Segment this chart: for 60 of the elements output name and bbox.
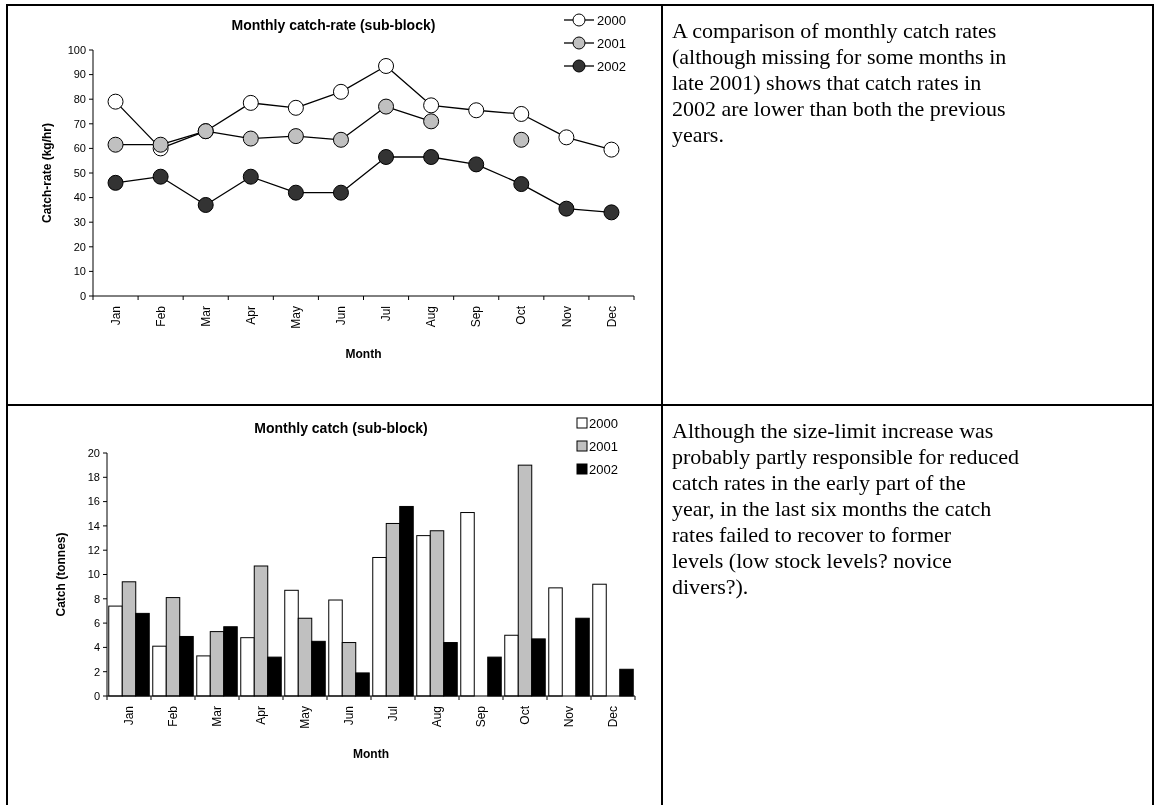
x-axis-title: Month bbox=[353, 747, 389, 761]
x-tick-label: Feb bbox=[153, 305, 168, 327]
y-tick-label: 20 bbox=[73, 240, 86, 253]
x-tick-label: Apr bbox=[254, 706, 269, 725]
y-tick-label: 60 bbox=[73, 142, 86, 155]
chart-title: Monthly catch-rate (sub-block) bbox=[231, 17, 436, 33]
x-tick-label: Sep bbox=[469, 305, 484, 328]
y-tick-label: 50 bbox=[73, 166, 86, 179]
legend-label: 2000 bbox=[597, 12, 626, 28]
x-tick-label: May bbox=[298, 706, 313, 729]
y-tick-label: 90 bbox=[73, 68, 86, 81]
x-tick-label: Apr bbox=[243, 306, 258, 325]
y-tick-label: 70 bbox=[73, 117, 86, 130]
y-tick-label: 0 bbox=[79, 289, 86, 302]
x-tick-label: Mar bbox=[210, 706, 225, 727]
x-tick-label: Oct bbox=[514, 305, 529, 325]
y-tick-label: 30 bbox=[73, 216, 86, 229]
y-tick-label: 18 bbox=[87, 471, 100, 484]
x-tick-label: Oct bbox=[518, 705, 533, 725]
x-tick-label: Jan bbox=[108, 306, 123, 326]
x-tick-label: Mar bbox=[198, 306, 213, 327]
x-tick-label: Jun bbox=[334, 306, 349, 326]
x-tick-label: Dec bbox=[606, 706, 621, 728]
x-tick-label: Nov bbox=[559, 306, 574, 328]
chart-title: Monthly catch (sub-block) bbox=[254, 420, 428, 436]
text: Although the size-limit increase was probably partly responsible for reduced catch rates in the early part of the year, in the last six months the catch rates failed to recover to former levels (low stock levels? novice divers?). bbox=[672, 418, 1019, 599]
y-tick-label: 14 bbox=[87, 519, 100, 532]
y-tick-label: 12 bbox=[87, 544, 100, 557]
text: A comparison of monthly catch rates (although missing for some months in late 2001) shows that catch rates in 2002 are lower than both the previous years. bbox=[672, 18, 1007, 147]
y-tick-label: 20 bbox=[87, 446, 100, 459]
x-tick-label: Jun bbox=[342, 706, 357, 726]
legend-label: 2000 bbox=[589, 415, 618, 431]
y-tick-label: 100 bbox=[67, 43, 86, 56]
y-tick-label: 10 bbox=[73, 265, 86, 278]
legend-label: 2001 bbox=[597, 35, 626, 51]
x-tick-label: Jul bbox=[379, 306, 394, 322]
y-axis-title: Catch-rate (kg/hr) bbox=[40, 122, 54, 224]
legend-label: 2002 bbox=[589, 461, 618, 477]
y-tick-label: 0 bbox=[93, 689, 100, 702]
x-tick-label: Nov bbox=[562, 706, 577, 728]
x-tick-label: Jan bbox=[122, 706, 137, 726]
x-tick-label: May bbox=[289, 306, 304, 329]
x-tick-label: Aug bbox=[430, 706, 445, 728]
y-axis-title: Catch (tonnes) bbox=[54, 532, 68, 617]
x-tick-label: Sep bbox=[474, 705, 489, 728]
y-tick-label: 6 bbox=[93, 616, 100, 629]
y-tick-label: 4 bbox=[93, 641, 100, 654]
y-tick-label: 8 bbox=[93, 592, 100, 605]
x-tick-label: Dec bbox=[604, 306, 619, 328]
y-tick-label: 16 bbox=[87, 495, 100, 508]
x-tick-label: Feb bbox=[166, 705, 181, 727]
y-tick-label: 80 bbox=[73, 93, 86, 106]
legend-label: 2002 bbox=[597, 58, 626, 74]
legend-label: 2001 bbox=[589, 438, 618, 454]
x-tick-label: Jul bbox=[386, 706, 401, 722]
y-tick-label: 10 bbox=[87, 568, 100, 581]
y-tick-label: 2 bbox=[93, 665, 100, 678]
x-tick-label: Aug bbox=[424, 306, 439, 328]
y-tick-label: 40 bbox=[73, 191, 86, 204]
x-axis-title: Month bbox=[345, 347, 382, 361]
